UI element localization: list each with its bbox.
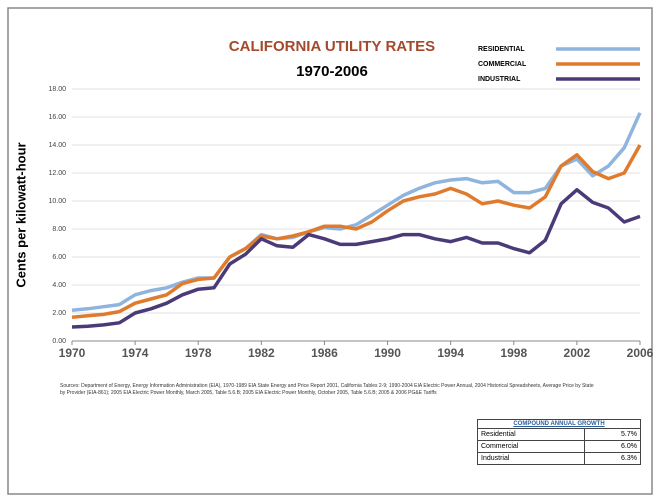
y-tick-label: 8.00 <box>52 226 66 233</box>
table-cell: Industrial <box>476 452 586 465</box>
series-line <box>71 112 642 312</box>
x-tick-label: 1994 <box>437 346 464 360</box>
x-tick-label: 1974 <box>122 346 149 360</box>
y-tick-label: 6.00 <box>52 254 66 261</box>
table-cell: Residential <box>476 428 586 441</box>
table-row: Industrial 6.3% <box>476 452 641 465</box>
legend-label: RESIDENTIAL <box>478 46 525 53</box>
y-tick-label: 18.00 <box>48 86 66 93</box>
x-tick-label: 1986 <box>311 346 338 360</box>
source-note: Sources: Department of Energy, Energy In… <box>60 383 594 396</box>
y-tick-label: 16.00 <box>48 114 66 121</box>
x-tick-label: 1990 <box>374 346 401 360</box>
y-tick-label: 12.00 <box>48 170 66 177</box>
y-tick-label: 2.00 <box>52 310 66 317</box>
legend-label: INDUSTRIAL <box>478 76 521 83</box>
table-cell: Commercial <box>476 440 586 453</box>
y-tick-label: 4.00 <box>52 282 66 289</box>
chart-title: CALIFORNIA UTILITY RATES <box>229 38 435 55</box>
y-tick-label: 10.00 <box>48 198 66 205</box>
legend-label: COMMERCIAL <box>478 61 527 68</box>
y-tick-label: 0.00 <box>52 338 66 345</box>
y-axis-label: Cents per kilowatt-hour <box>13 142 28 287</box>
x-tick-label: 2006 <box>627 346 654 360</box>
x-tick-label: 1978 <box>185 346 212 360</box>
table-cell: 5.7% <box>584 428 641 441</box>
x-tick-label: 1998 <box>500 346 527 360</box>
table-row: Residential 5.7% <box>476 428 641 441</box>
x-tick-label: 1970 <box>59 346 86 360</box>
chart-subtitle: 1970-2006 <box>296 63 368 80</box>
table-title: COMPOUND ANNUAL GROWTH <box>477 419 641 429</box>
series-line <box>71 144 642 319</box>
table-row: Commercial 6.0% <box>476 440 641 453</box>
table-row: COMPOUND ANNUAL GROWTH <box>477 419 641 429</box>
x-tick-label: 2002 <box>564 346 591 360</box>
y-tick-label: 14.00 <box>48 142 66 149</box>
x-tick-label: 1982 <box>248 346 275 360</box>
growth-table: COMPOUND ANNUAL GROWTH Residential 5.7% Com… <box>476 419 641 465</box>
table-cell: 6.3% <box>584 452 641 465</box>
table-cell: 6.0% <box>584 440 641 453</box>
series-line <box>71 188 641 329</box>
